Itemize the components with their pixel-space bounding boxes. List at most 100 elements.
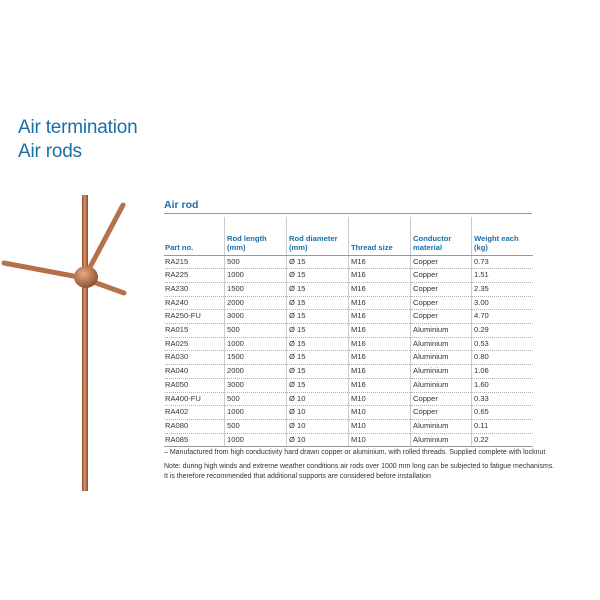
cell-thread-size: M10 xyxy=(348,419,411,434)
cell-rod-length: 1500 xyxy=(224,350,287,366)
cell-conductor-material: Copper xyxy=(410,392,472,407)
cell-thread-size: M16 xyxy=(348,323,411,338)
cell-rod-length: 500 xyxy=(224,323,287,338)
cell-part-no: RA402 xyxy=(164,405,225,420)
cell-rod-length: 1000 xyxy=(224,268,287,283)
note-line-1: Note: during high winds and extreme weat… xyxy=(164,463,555,470)
cell-part-no: RA250-FU xyxy=(164,309,225,325)
cell-conductor-material: Copper xyxy=(410,268,472,283)
cell-rod-length: 1500 xyxy=(224,282,287,297)
column-header-rod-length: Rod length (mm) xyxy=(224,217,287,256)
column-header-weight: Weight each (kg) xyxy=(471,217,533,256)
cell-conductor-material: Copper xyxy=(410,255,472,270)
cell-weight: 0.33 xyxy=(471,392,533,407)
table-row: RA080 500 Ø 10 M10 Aluminium 0.11 xyxy=(164,419,533,434)
cell-weight: 1.51 xyxy=(471,268,533,283)
cell-weight: 1.06 xyxy=(471,364,533,379)
cell-rod-length: 500 xyxy=(224,419,287,434)
cell-weight: 4.70 xyxy=(471,309,533,325)
table-body: RA215 500 Ø 15 M16 Copper 0.73 RA225 1000 Ø 15 M… xyxy=(164,255,533,448)
cell-thread-size: M16 xyxy=(348,255,411,270)
cell-conductor-material: Aluminium xyxy=(410,350,472,366)
cell-weight: 1.60 xyxy=(471,378,533,393)
air-rod-product-photo-icon xyxy=(1,195,127,491)
cell-rod-length: 3000 xyxy=(224,378,287,393)
cell-conductor-material: Aluminium xyxy=(410,419,472,434)
table-row: RA085 1000 Ø 10 M10 Aluminium 0.22 xyxy=(164,433,533,448)
cell-part-no: RA050 xyxy=(164,378,225,393)
cell-rod-length: 1000 xyxy=(224,405,287,420)
cell-thread-size: M16 xyxy=(348,296,411,311)
cell-rod-diameter: Ø 15 xyxy=(286,337,349,352)
page-subtitle: Air rods xyxy=(18,141,82,162)
table-row: RA050 3000 Ø 15 M16 Aluminium 1.60 xyxy=(164,378,533,393)
cell-part-no: RA225 xyxy=(164,268,225,283)
cell-rod-diameter: Ø 10 xyxy=(286,405,349,420)
cell-weight: 0.80 xyxy=(471,350,533,366)
cell-weight: 0.22 xyxy=(471,433,533,448)
cell-thread-size: M10 xyxy=(348,433,411,448)
cell-weight: 0.65 xyxy=(471,405,533,420)
cell-rod-diameter: Ø 15 xyxy=(286,255,349,270)
air-rod-spec-table: Part no. Rod length (mm) Rod diameter (m… xyxy=(164,217,533,448)
cell-weight: 3.00 xyxy=(471,296,533,311)
column-header-thread-size: Thread size xyxy=(348,217,411,256)
cell-rod-diameter: Ø 15 xyxy=(286,268,349,283)
table-top-rule xyxy=(164,213,532,214)
cell-part-no: RA030 xyxy=(164,350,225,366)
cell-part-no: RA215 xyxy=(164,255,225,270)
cell-rod-length: 500 xyxy=(224,392,287,407)
table-row: RA030 1500 Ø 15 M16 Aluminium 0.80 xyxy=(164,350,533,366)
cell-conductor-material: Aluminium xyxy=(410,378,472,393)
cell-rod-diameter: Ø 15 xyxy=(286,378,349,393)
cell-part-no: RA025 xyxy=(164,337,225,352)
cell-rod-length: 1000 xyxy=(224,433,287,448)
cell-rod-diameter: Ø 10 xyxy=(286,392,349,407)
cell-weight: 0.29 xyxy=(471,323,533,338)
cell-rod-diameter: Ø 10 xyxy=(286,419,349,434)
cell-rod-diameter: Ø 15 xyxy=(286,282,349,297)
cell-conductor-material: Aluminium xyxy=(410,337,472,352)
cell-rod-diameter: Ø 10 xyxy=(286,433,349,448)
table-row: RA230 1500 Ø 15 M16 Copper 2.35 xyxy=(164,282,533,297)
cell-part-no: RA085 xyxy=(164,433,225,448)
cell-part-no: RA040 xyxy=(164,364,225,379)
cell-part-no: RA240 xyxy=(164,296,225,311)
cell-thread-size: M16 xyxy=(348,378,411,393)
table-row: RA225 1000 Ø 15 M16 Copper 1.51 xyxy=(164,268,533,283)
cell-conductor-material: Copper xyxy=(410,309,472,325)
cell-weight: 0.11 xyxy=(471,419,533,434)
cell-rod-length: 500 xyxy=(224,255,287,270)
cell-conductor-material: Aluminium xyxy=(410,433,472,448)
page-title: Air termination xyxy=(18,117,138,138)
table-row: RA400-FU 500 Ø 10 M10 Copper 0.33 xyxy=(164,392,533,407)
cell-conductor-material: Aluminium xyxy=(410,323,472,338)
cell-part-no: RA080 xyxy=(164,419,225,434)
table-row: RA402 1000 Ø 10 M10 Copper 0.65 xyxy=(164,405,533,420)
note-line-2: It is therefore recommended that additio… xyxy=(164,473,431,480)
column-header-conductor-material: Conductor material xyxy=(410,217,472,256)
cell-rod-length: 3000 xyxy=(224,309,287,325)
cell-rod-diameter: Ø 15 xyxy=(286,323,349,338)
cell-thread-size: M10 xyxy=(348,392,411,407)
cell-thread-size: M16 xyxy=(348,268,411,283)
table-row: RA040 2000 Ø 15 M16 Aluminium 1.06 xyxy=(164,364,533,379)
cell-conductor-material: Aluminium xyxy=(410,364,472,379)
cell-thread-size: M16 xyxy=(348,337,411,352)
cell-rod-diameter: Ø 15 xyxy=(286,296,349,311)
table-caption: Air rod xyxy=(164,199,199,211)
table-footnote: – Manufactured from high conductivity ha… xyxy=(164,449,546,456)
table-row: RA250-FU 3000 Ø 15 M16 Copper 4.70 xyxy=(164,309,533,325)
cell-part-no: RA400-FU xyxy=(164,392,225,407)
cell-weight: 0.53 xyxy=(471,337,533,352)
cell-rod-length: 2000 xyxy=(224,364,287,379)
cell-thread-size: M10 xyxy=(348,405,411,420)
table-row: RA240 2000 Ø 15 M16 Copper 3.00 xyxy=(164,296,533,311)
cell-rod-diameter: Ø 15 xyxy=(286,309,349,325)
cell-weight: 2.35 xyxy=(471,282,533,297)
cell-weight: 0.73 xyxy=(471,255,533,270)
cell-rod-length: 1000 xyxy=(224,337,287,352)
column-header-rod-diameter: Rod diameter (mm) xyxy=(286,217,349,256)
cell-conductor-material: Copper xyxy=(410,282,472,297)
column-header-part-no: Part no. xyxy=(164,217,225,256)
